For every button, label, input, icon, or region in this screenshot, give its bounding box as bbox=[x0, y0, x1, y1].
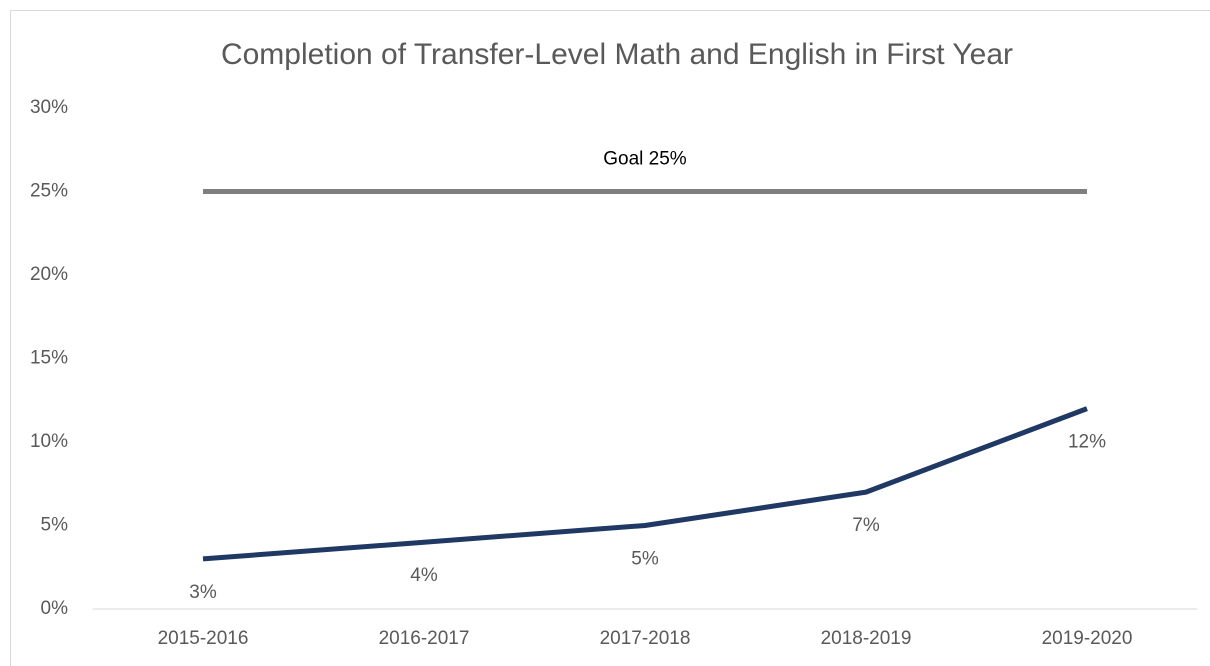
data-label: 4% bbox=[410, 565, 438, 586]
y-tick-label: 25% bbox=[30, 181, 68, 202]
chart-border bbox=[10, 10, 1210, 666]
x-tick-label: 2016-2017 bbox=[379, 628, 470, 649]
chart-title: Completion of Transfer-Level Math and En… bbox=[221, 38, 1013, 71]
data-label: 12% bbox=[1068, 432, 1106, 453]
data-label: 3% bbox=[189, 582, 217, 603]
x-tick-label: 2015-2016 bbox=[158, 628, 249, 649]
y-tick-label: 10% bbox=[30, 431, 68, 452]
y-tick-label: 5% bbox=[41, 515, 69, 536]
x-tick-label: 2017-2018 bbox=[600, 628, 691, 649]
series-line bbox=[202, 406, 1088, 562]
data-label: 5% bbox=[631, 549, 659, 570]
y-tick-label: 15% bbox=[30, 348, 68, 369]
y-tick-label: 0% bbox=[41, 598, 69, 619]
series-label: Goal 25% bbox=[603, 149, 687, 170]
x-tick-label: 2018-2019 bbox=[821, 628, 912, 649]
data-label: 7% bbox=[852, 515, 880, 536]
y-tick-label: 30% bbox=[30, 97, 68, 118]
x-tick-label: 2019-2020 bbox=[1042, 628, 1133, 649]
y-tick-label: 20% bbox=[30, 264, 68, 285]
